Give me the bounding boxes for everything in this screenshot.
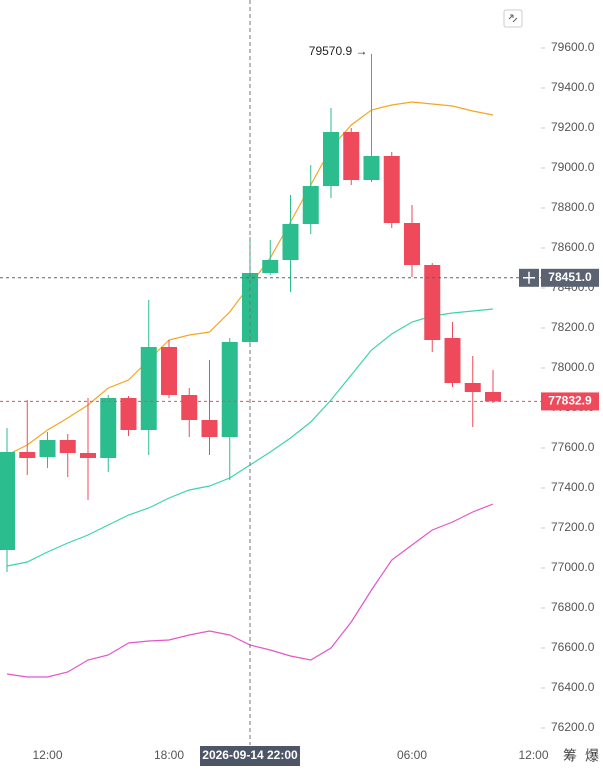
y-tick-label: 77400.0 [551,480,595,494]
y-tick-label: 77200.0 [551,520,595,534]
candle-body [383,156,400,223]
candle-body [19,452,36,458]
candle-body [100,398,117,458]
y-tick-label: 76800.0 [551,600,595,614]
x-tick-label: 18:00 [154,748,184,762]
candle-body [161,347,177,395]
y-tick-label: 78200.0 [551,320,595,334]
price-label: 77832.9 [548,394,592,408]
candle-body [302,186,319,224]
candle-body [282,224,299,260]
candle-body [201,420,218,437]
y-tick-label: 79000.0 [551,160,595,174]
corner-icon[interactable]: 筹 [563,748,577,764]
price-label-box [541,392,599,411]
candle-body [140,347,157,430]
expand-icon [508,14,518,23]
x-tick-label: 06:00 [397,748,427,762]
y-tick-label: 79400.0 [551,80,595,94]
y-tick-label: 77000.0 [551,560,595,574]
y-tick-label: 78600.0 [551,240,595,254]
price-label-box [541,268,599,287]
y-tick-label: 76200.0 [551,720,595,734]
candle-body [221,342,238,437]
candle-body [444,338,461,383]
high-annotation: 79570.9 → [309,44,368,58]
candle-body [323,132,339,186]
candle-body [0,452,15,550]
crosshair-label: 2026-09-14 22:00 [202,748,298,762]
y-tick-label: 79200.0 [551,120,595,134]
candle-body [242,273,258,342]
x-tick-label: 12:00 [518,748,548,762]
price-label: 78451.0 [548,270,592,284]
crosshair-label-box [200,746,300,766]
candle-body [80,453,96,458]
candle-body [363,156,380,180]
candle-body [181,395,198,420]
y-tick-label: 79600.0 [551,40,595,54]
candle-body [404,223,420,265]
corner-icon[interactable]: 爆 [585,748,599,764]
y-tick-label: 77600.0 [551,440,595,454]
y-tick-label: 78000.0 [551,360,595,374]
y-tick-label: 76400.0 [551,680,595,694]
candle-body [485,392,501,402]
x-tick-label: 12:00 [32,748,62,762]
expand-button[interactable] [503,9,523,28]
candle-body [262,260,279,273]
candle-body [120,398,137,430]
candle-body [424,265,441,340]
candle-body [464,383,481,392]
add-icon [523,271,535,284]
candle-body [39,440,56,457]
y-tick-label: 76600.0 [551,640,595,654]
candle-body [343,132,360,180]
candle-body [59,440,76,453]
y-tick-label: 78800.0 [551,200,595,214]
